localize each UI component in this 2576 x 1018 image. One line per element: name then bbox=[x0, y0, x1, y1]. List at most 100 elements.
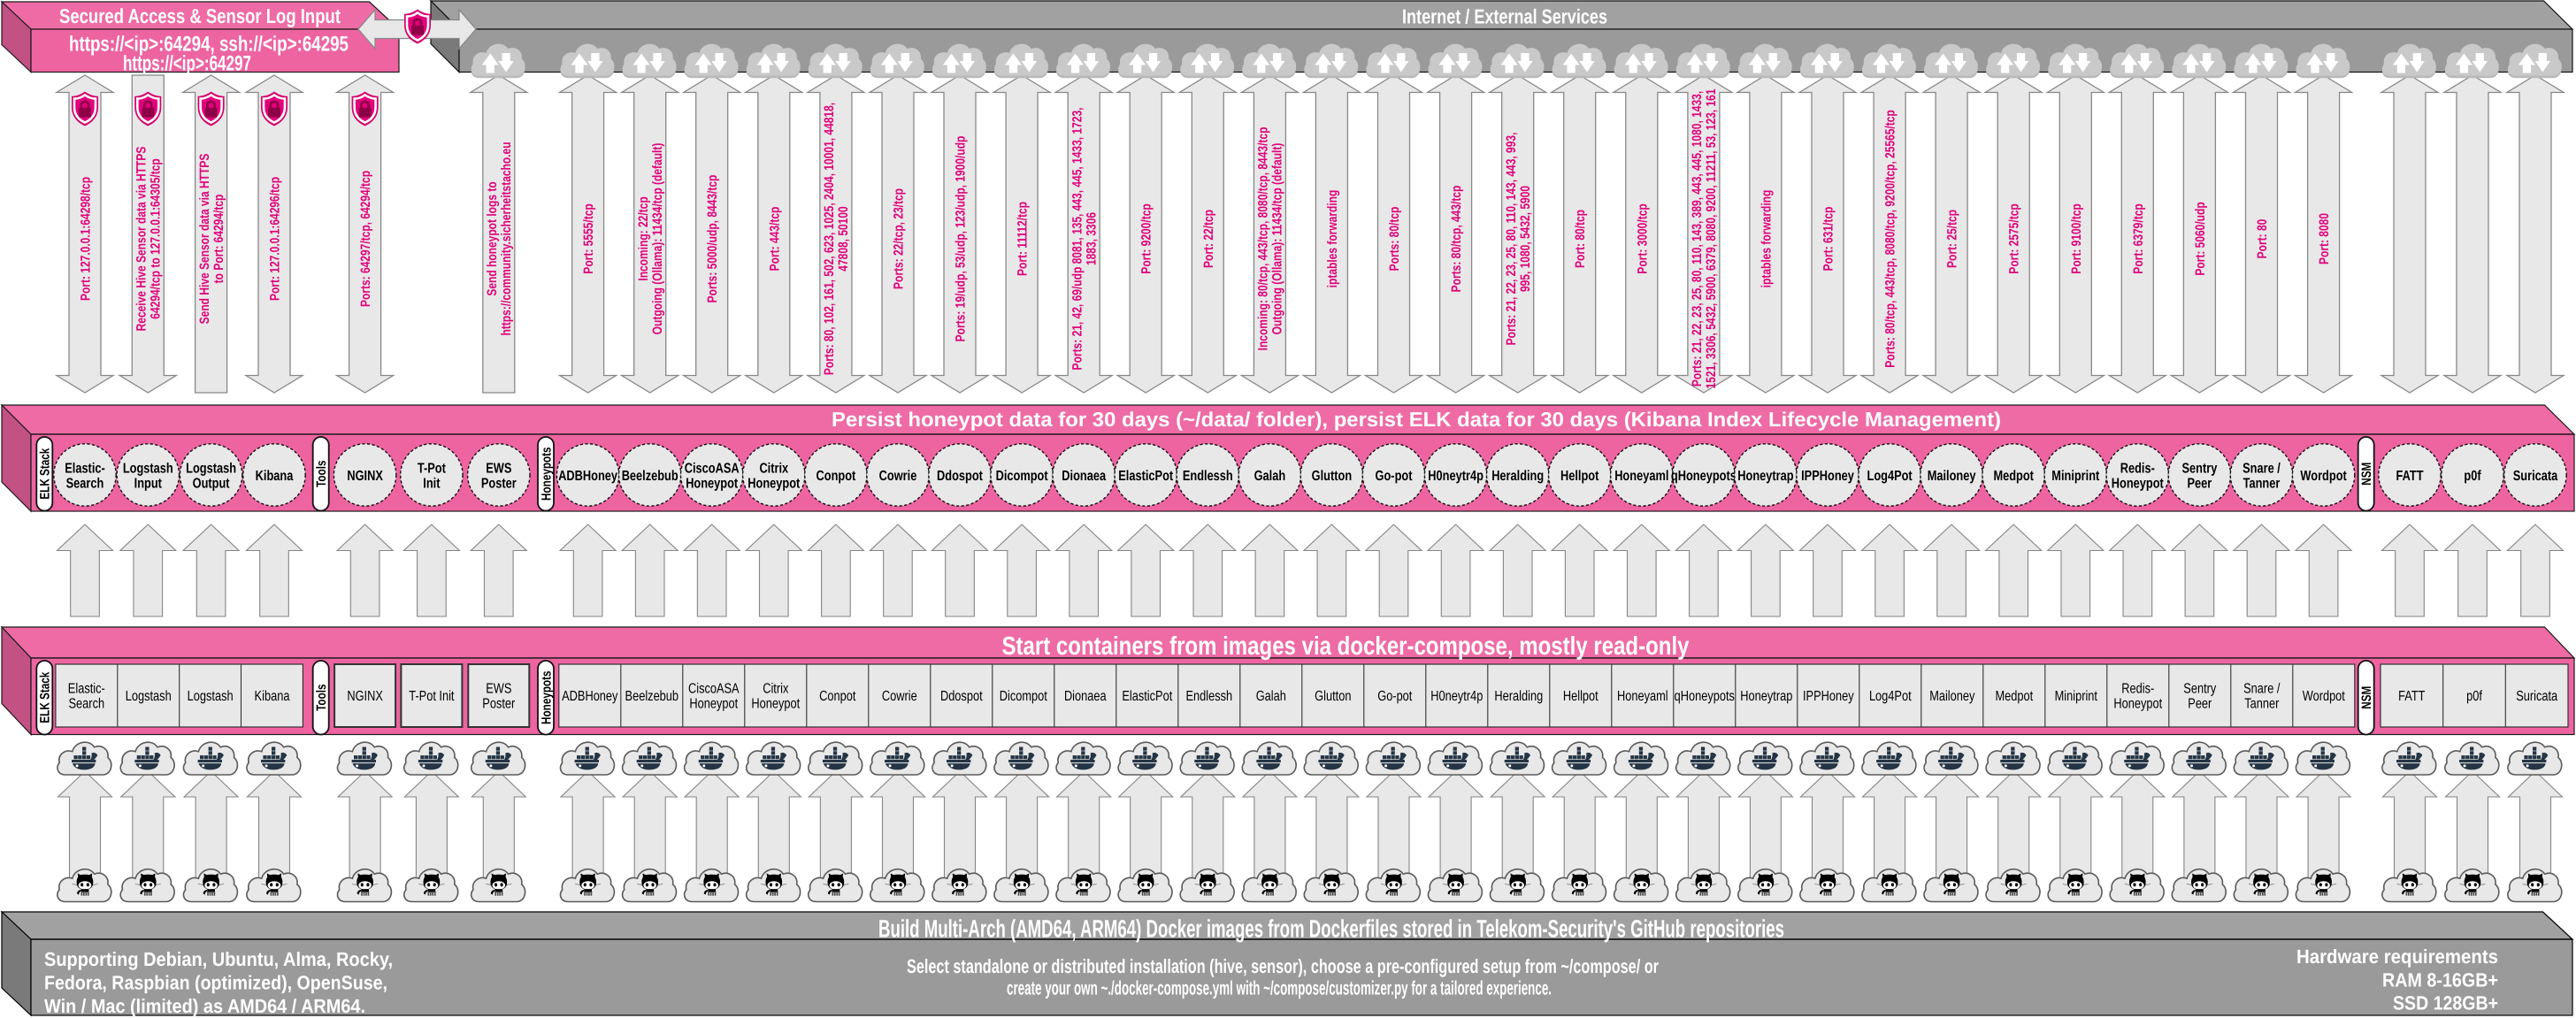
svg-text:Persist honeypot data for 30 d: Persist honeypot data for 30 days (~/dat… bbox=[832, 408, 2001, 431]
svg-text:Ports: 22/tcp, 23/tcp: Ports: 22/tcp, 23/tcp bbox=[892, 188, 907, 289]
svg-text:Input: Input bbox=[134, 477, 163, 492]
svg-text:Dicompot: Dicompot bbox=[1000, 689, 1048, 704]
svg-text:995, 1080, 5432, 5900: 995, 1080, 5432, 5900 bbox=[1518, 186, 1533, 292]
svg-text:https://community.sicherheitst: https://community.sicherheitstacho.eu bbox=[499, 142, 514, 335]
svg-text:qHoneypots: qHoneypots bbox=[1671, 469, 1736, 484]
svg-text:Glutton: Glutton bbox=[1315, 689, 1351, 704]
svg-text:ELK Stack: ELK Stack bbox=[38, 671, 53, 723]
svg-text:p0f: p0f bbox=[2464, 469, 2481, 484]
svg-text:Citrix: Citrix bbox=[759, 462, 788, 477]
svg-text:Ports: 80, 102, 161, 502, 623,: Ports: 80, 102, 161, 502, 623, 1025, 240… bbox=[822, 103, 837, 375]
svg-text:Beelzebub: Beelzebub bbox=[625, 689, 679, 704]
svg-text:Go-pot: Go-pot bbox=[1376, 469, 1413, 484]
svg-text:Port: 25/tcp: Port: 25/tcp bbox=[1945, 210, 1960, 268]
svg-text:Port: 5555/tcp: Port: 5555/tcp bbox=[581, 203, 596, 273]
svg-text:qHoneypots: qHoneypots bbox=[1675, 689, 1735, 704]
svg-text:Port: 3000/tcp: Port: 3000/tcp bbox=[1635, 203, 1650, 273]
svg-text:Honeypot: Honeypot bbox=[751, 697, 800, 712]
svg-text:Ports: 19/udp, 53/udp, 123/udp: Ports: 19/udp, 53/udp, 123/udp, 1900/udp bbox=[954, 136, 969, 342]
svg-text:Ports: 21, 42, 69/udp 8081, 13: Ports: 21, 42, 69/udp 8081, 135, 443, 44… bbox=[1070, 108, 1085, 371]
svg-text:Honeypots: Honeypots bbox=[539, 670, 554, 724]
svg-text:1521, 3306, 5432, 5900, 6379,: 1521, 3306, 5432, 5900, 6379, 8080, 9200… bbox=[1704, 89, 1719, 389]
svg-text:Suricata: Suricata bbox=[2516, 689, 2557, 704]
svg-text:IPPHoney: IPPHoney bbox=[1801, 469, 1854, 484]
svg-text:FATT: FATT bbox=[2398, 689, 2425, 704]
svg-text:Port: 8080: Port: 8080 bbox=[2317, 213, 2332, 264]
svg-text:Kibana: Kibana bbox=[255, 689, 290, 704]
svg-text:Dionaea: Dionaea bbox=[1062, 469, 1106, 484]
svg-text:Ports: 5000/udp, 8443/tcp: Ports: 5000/udp, 8443/tcp bbox=[705, 175, 720, 303]
svg-text:Honeyaml: Honeyaml bbox=[1614, 469, 1668, 484]
svg-text:Port: 9200/tcp: Port: 9200/tcp bbox=[1139, 203, 1154, 273]
svg-text:Output: Output bbox=[193, 477, 230, 492]
svg-text:Tanner: Tanner bbox=[2243, 477, 2281, 492]
svg-text:Peer: Peer bbox=[2188, 697, 2212, 712]
svg-text:CiscoASA: CiscoASA bbox=[688, 682, 740, 697]
svg-text:Secured Access & Sensor Log In: Secured Access & Sensor Log Input bbox=[59, 4, 341, 27]
svg-text:Fedora, Raspbian (optimized),: Fedora, Raspbian (optimized), OpenSuse, bbox=[44, 972, 387, 994]
svg-text:https://<ip>:64294, ssh://<ip>: https://<ip>:64294, ssh://<ip>:64295 bbox=[69, 33, 349, 57]
svg-text:Cowrie: Cowrie bbox=[879, 469, 917, 484]
svg-text:Ports: 80/tcp, 443/tcp, 8080/t: Ports: 80/tcp, 443/tcp, 8080/tcp, 9200/t… bbox=[1883, 110, 1898, 368]
svg-text:Cowrie: Cowrie bbox=[882, 689, 917, 704]
svg-text:Win / Mac (limited) as AMD64 /: Win / Mac (limited) as AMD64 / ARM64. bbox=[44, 995, 365, 1017]
svg-text:Galah: Galah bbox=[1254, 469, 1286, 484]
svg-text:Ddospot: Ddospot bbox=[937, 469, 983, 484]
svg-text:EWS: EWS bbox=[486, 462, 511, 477]
svg-text:Search: Search bbox=[66, 477, 104, 492]
svg-text:Elastic-: Elastic- bbox=[68, 682, 105, 697]
svg-text:Go-pot: Go-pot bbox=[1377, 689, 1413, 704]
svg-text:Honeytrap: Honeytrap bbox=[1740, 689, 1792, 704]
svg-text:CiscoASA: CiscoASA bbox=[685, 462, 740, 477]
svg-text:Ports: 80/tcp, 443/tcp: Ports: 80/tcp, 443/tcp bbox=[1449, 186, 1464, 293]
svg-text:EWS: EWS bbox=[486, 682, 511, 697]
svg-text:Suricata: Suricata bbox=[2513, 469, 2558, 484]
svg-text:Outgoing (Ollama): 11434/tcp (: Outgoing (Ollama): 11434/tcp (default) bbox=[650, 143, 665, 335]
svg-text:SSD 128GB+: SSD 128GB+ bbox=[2393, 992, 2498, 1014]
svg-text:Endlessh: Endlessh bbox=[1183, 469, 1233, 484]
svg-text:Sentry: Sentry bbox=[2182, 462, 2218, 477]
svg-text:ELK Stack: ELK Stack bbox=[38, 448, 53, 499]
svg-text:Port: 2575/tcp: Port: 2575/tcp bbox=[2007, 203, 2022, 273]
svg-text:Poster: Poster bbox=[482, 697, 516, 712]
svg-text:Port: 80/tcp: Port: 80/tcp bbox=[1573, 210, 1588, 268]
svg-text:ADBHoney: ADBHoney bbox=[562, 689, 617, 704]
svg-text:ElasticPot: ElasticPot bbox=[1118, 469, 1173, 484]
svg-text:NGINX: NGINX bbox=[347, 469, 383, 484]
svg-text:Ports: 80/tcp: Ports: 80/tcp bbox=[1387, 207, 1402, 272]
svg-text:iptables forwarding: iptables forwarding bbox=[1325, 190, 1340, 288]
svg-text:Tanner: Tanner bbox=[2244, 697, 2280, 712]
svg-text:Port: 11112/tcp: Port: 11112/tcp bbox=[1016, 202, 1031, 276]
svg-text:NGINX: NGINX bbox=[347, 689, 383, 704]
svg-text:NSM: NSM bbox=[2359, 463, 2374, 486]
svg-text:Glutton: Glutton bbox=[1312, 469, 1353, 484]
svg-text:T-Pot: T-Pot bbox=[418, 462, 447, 477]
svg-text:Port: 443/tcp: Port: 443/tcp bbox=[767, 207, 782, 272]
svg-text:iptables forwarding: iptables forwarding bbox=[1759, 190, 1774, 288]
svg-text:Receive Hive Sensor data via H: Receive Hive Sensor data via HTTPS bbox=[134, 147, 150, 332]
svg-text:Heralding: Heralding bbox=[1491, 469, 1544, 484]
svg-text:Elastic-: Elastic- bbox=[65, 462, 105, 477]
svg-text:Wordpot: Wordpot bbox=[2300, 469, 2347, 484]
svg-text:Redis-: Redis- bbox=[2121, 682, 2154, 697]
svg-text:Honeypot: Honeypot bbox=[748, 477, 801, 492]
svg-text:Endlessh: Endlessh bbox=[1185, 689, 1232, 704]
svg-text:47808, 50100: 47808, 50100 bbox=[836, 206, 851, 271]
svg-text:Honeytrap: Honeytrap bbox=[1737, 469, 1793, 484]
svg-text:Internet / External Services: Internet / External Services bbox=[1402, 5, 1607, 28]
svg-text:Select standalone or distribut: Select standalone or distributed install… bbox=[907, 955, 1659, 977]
svg-text:Mailoney: Mailoney bbox=[1928, 469, 1976, 484]
svg-text:Incoming: 80/tcp, 443/tcp, 808: Incoming: 80/tcp, 443/tcp, 8080/tcp, 844… bbox=[1256, 127, 1271, 351]
svg-text:Logstash: Logstash bbox=[123, 462, 173, 477]
svg-text:Wordpot: Wordpot bbox=[2303, 689, 2346, 704]
svg-text:p0f: p0f bbox=[2466, 689, 2482, 704]
svg-text:Sentry: Sentry bbox=[2183, 682, 2216, 697]
svg-text:Port: 631/tcp: Port: 631/tcp bbox=[1821, 207, 1836, 272]
svg-text:Log4Pot: Log4Pot bbox=[1867, 469, 1913, 484]
svg-text:to Port: 64294/tcp: to Port: 64294/tcp bbox=[211, 195, 226, 284]
svg-text:Beelzebub: Beelzebub bbox=[622, 469, 678, 484]
svg-text:Outgoing (Ollama): 11434/tcp (: Outgoing (Ollama): 11434/tcp (default) bbox=[1270, 143, 1285, 335]
svg-text:Port: 127.0.0.1:64296/tcp: Port: 127.0.0.1:64296/tcp bbox=[268, 177, 283, 301]
svg-text:Snare /: Snare / bbox=[2243, 682, 2281, 697]
svg-text:Send honeypot logs to: Send honeypot logs to bbox=[485, 181, 500, 295]
